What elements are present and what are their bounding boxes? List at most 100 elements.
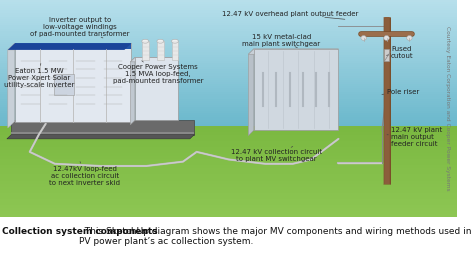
Bar — [0, 174, 457, 178]
Bar — [15, 43, 131, 49]
Bar — [0, 38, 457, 40]
Bar — [0, 80, 457, 82]
Bar — [0, 180, 457, 184]
Bar — [0, 63, 457, 65]
Text: Pole riser: Pole riser — [382, 89, 419, 95]
Bar — [0, 101, 457, 103]
Bar — [0, 211, 457, 214]
Bar — [0, 69, 457, 71]
Bar — [0, 86, 457, 88]
Bar — [0, 27, 457, 29]
Bar — [0, 2, 457, 4]
Text: Collection system components: Collection system components — [2, 227, 158, 236]
Bar — [0, 75, 457, 78]
Bar — [0, 92, 457, 94]
Text: 12.47 kV collection circuit
to plant MV switchgear: 12.47 kV collection circuit to plant MV … — [231, 146, 322, 162]
Bar — [0, 13, 457, 15]
Bar — [0, 6, 457, 8]
Bar — [0, 59, 457, 61]
Bar — [0, 132, 457, 135]
Bar — [0, 4, 457, 6]
Bar — [11, 120, 194, 134]
Polygon shape — [130, 58, 178, 62]
Bar — [0, 23, 457, 25]
Bar — [0, 73, 457, 75]
Bar — [0, 48, 457, 50]
Bar — [0, 162, 457, 165]
Bar — [135, 58, 178, 120]
Bar — [0, 165, 457, 168]
Bar — [0, 122, 457, 124]
Bar — [0, 42, 457, 44]
Bar — [0, 105, 457, 107]
Polygon shape — [7, 134, 194, 139]
Bar — [0, 52, 457, 54]
Bar — [0, 67, 457, 69]
Bar — [0, 46, 457, 48]
Polygon shape — [130, 58, 135, 125]
Polygon shape — [8, 43, 131, 50]
Polygon shape — [248, 49, 338, 54]
Bar — [0, 190, 457, 193]
Bar — [0, 138, 457, 141]
Bar — [0, 19, 457, 21]
Bar — [0, 144, 457, 147]
Text: This SketchUp diagram shows the major MV components and wiring methods used in a: This SketchUp diagram shows the major MV… — [79, 227, 474, 246]
Bar — [0, 113, 457, 115]
Bar — [0, 40, 457, 42]
Bar — [0, 178, 457, 180]
Bar — [0, 202, 457, 205]
Bar — [142, 41, 149, 60]
Bar — [0, 25, 457, 27]
Bar — [0, 90, 457, 92]
Polygon shape — [8, 43, 131, 50]
Ellipse shape — [407, 36, 412, 40]
Bar — [0, 15, 457, 17]
Bar — [0, 159, 457, 162]
Bar — [0, 208, 457, 211]
Bar — [0, 0, 457, 2]
Bar — [0, 214, 457, 217]
Text: 15 kV metal-clad
main plant switchgear: 15 kV metal-clad main plant switchgear — [242, 34, 320, 48]
Ellipse shape — [172, 39, 178, 43]
Bar — [0, 71, 457, 73]
Text: Cooper Power Systems
1.5 MVA loop-feed,
pad-mounted transformer: Cooper Power Systems 1.5 MVA loop-feed, … — [112, 61, 203, 84]
Bar — [0, 153, 457, 156]
Ellipse shape — [142, 39, 149, 43]
Bar — [0, 126, 457, 129]
Bar — [384, 49, 389, 61]
Text: Inverter output to
low-voltage windings
of pad-mounted transformer: Inverter output to low-voltage windings … — [30, 17, 130, 38]
Bar — [0, 61, 457, 63]
Bar — [0, 111, 457, 113]
Bar — [0, 88, 457, 90]
Text: 12.47 kV overhead plant output feeder: 12.47 kV overhead plant output feeder — [222, 11, 359, 19]
Bar — [0, 168, 457, 171]
Bar — [0, 32, 457, 34]
Bar — [0, 50, 457, 52]
Bar — [0, 78, 457, 80]
Bar — [0, 196, 457, 199]
Polygon shape — [8, 43, 15, 128]
Bar — [0, 94, 457, 97]
Bar — [0, 171, 457, 174]
Bar — [0, 65, 457, 67]
Text: Courtesy Eaton Corporation and Cooper Power Systems: Courtesy Eaton Corporation and Cooper Po… — [445, 26, 450, 191]
Bar — [0, 135, 457, 138]
Text: 12.47kV loop-feed
ac collection circuit
to next inverter skid: 12.47kV loop-feed ac collection circuit … — [49, 162, 120, 186]
Bar — [15, 43, 131, 122]
Bar — [0, 109, 457, 111]
Text: Eaton 1.5 MW
Power Xpert Solar
utility-scale inverter: Eaton 1.5 MW Power Xpert Solar utility-s… — [4, 63, 74, 88]
Bar — [0, 17, 457, 19]
Bar — [0, 187, 457, 190]
Bar — [0, 21, 457, 23]
Bar — [0, 97, 457, 99]
Text: Fused
cutout: Fused cutout — [386, 45, 414, 59]
Bar — [0, 147, 457, 150]
Bar — [0, 150, 457, 153]
Bar — [0, 8, 457, 11]
Bar — [0, 199, 457, 202]
Bar — [0, 54, 457, 57]
Bar — [0, 118, 457, 120]
Bar — [0, 184, 457, 187]
Bar — [0, 124, 457, 126]
